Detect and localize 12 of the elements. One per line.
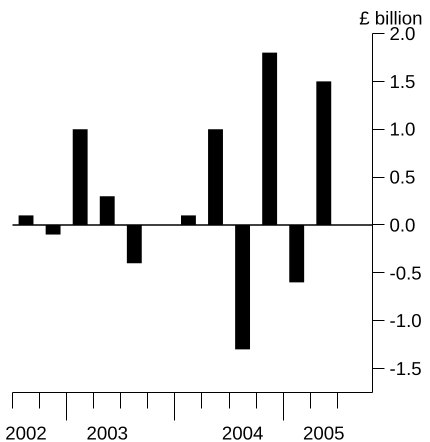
x-tick-label: 2002	[5, 422, 47, 442]
y-axis-title: £ billion	[359, 8, 422, 28]
y-tick-label: 1.0	[390, 118, 416, 140]
x-tick-label: 2004	[222, 422, 264, 442]
x-tick-label: 2005	[303, 422, 345, 442]
x-tick-label: 2003	[86, 422, 128, 442]
y-tick-label: -1.5	[390, 358, 422, 380]
y-tick-label: 1.5	[390, 70, 416, 92]
y-tick-label: -0.5	[390, 262, 422, 284]
y-tick-label: 0.5	[390, 166, 416, 188]
y-tick-label: -1.0	[390, 310, 422, 332]
y-tick-label: 0.0	[390, 214, 416, 236]
